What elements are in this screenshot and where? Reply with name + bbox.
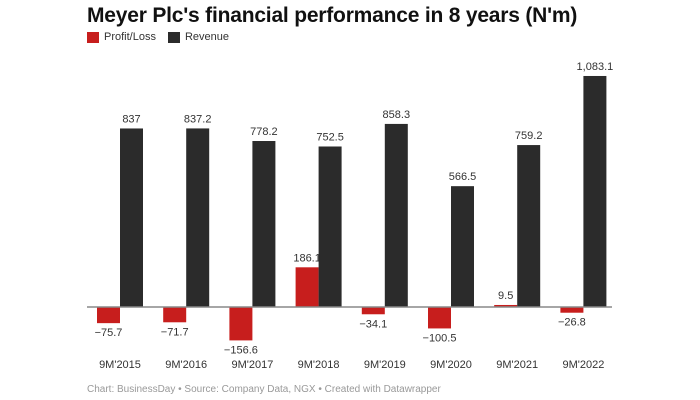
data-label: 858.3 (383, 109, 411, 121)
bar-profit-loss (361, 307, 385, 315)
data-label: −156.6 (224, 344, 258, 356)
legend-swatch (167, 31, 180, 43)
bar-revenue (318, 146, 342, 307)
x-tick-label: 9M'2016 (165, 359, 207, 371)
bar-profit-loss (428, 307, 451, 329)
legend: Profit/Loss Revenue (87, 31, 229, 43)
legend-label: Revenue (184, 31, 230, 43)
data-label: −100.5 (423, 332, 457, 344)
x-tick-label: 9M'2019 (364, 359, 406, 371)
legend-swatch (87, 31, 99, 43)
data-label: −34.1 (359, 318, 387, 330)
legend-label: Profit/Loss (104, 31, 156, 43)
chart-title: Meyer Plc's financial performance in 8 y… (87, 4, 578, 27)
bar-profit-loss (163, 307, 187, 323)
bar-profit-loss (560, 307, 584, 313)
x-tick-label: 9M'2017 (231, 359, 273, 371)
bar-revenue (120, 128, 143, 307)
x-tick-label: 9M'2022 (562, 359, 604, 371)
legend-item-profit-loss: Profit/Loss (87, 31, 156, 43)
data-label: −75.7 (95, 327, 123, 339)
x-tick-label: 9M'2020 (430, 359, 472, 371)
bar-revenue (384, 123, 408, 307)
data-label: 752.5 (316, 131, 344, 143)
x-tick-label: 9M'2018 (298, 359, 340, 371)
bar-revenue (517, 145, 541, 307)
bar-revenue (583, 75, 607, 308)
bar-profit-loss (97, 307, 120, 324)
data-label: 566.5 (449, 171, 477, 183)
data-label: 1,083.1 (577, 61, 614, 73)
data-label: 9.5 (498, 290, 513, 302)
data-label: −71.7 (161, 326, 189, 338)
chart-footer: Chart: BusinessDay • Source: Company Dat… (87, 384, 441, 395)
bar-profit-loss (229, 307, 253, 341)
bar-revenue (252, 141, 276, 307)
bar-profit-loss (295, 267, 319, 307)
x-tick-label: 9M'2015 (99, 359, 141, 371)
data-label: 759.2 (515, 130, 543, 142)
bar-revenue (186, 128, 210, 307)
bar-revenue (451, 186, 474, 307)
legend-item-revenue: Revenue (167, 31, 230, 43)
bar-profit-loss (494, 304, 518, 307)
data-label: 778.2 (250, 126, 278, 138)
x-tick-label: 9M'2021 (496, 359, 538, 371)
data-label: 837 (122, 113, 140, 125)
data-label: −26.8 (558, 317, 586, 329)
data-label: 186.1 (293, 252, 321, 264)
data-label: 837.2 (184, 113, 212, 125)
